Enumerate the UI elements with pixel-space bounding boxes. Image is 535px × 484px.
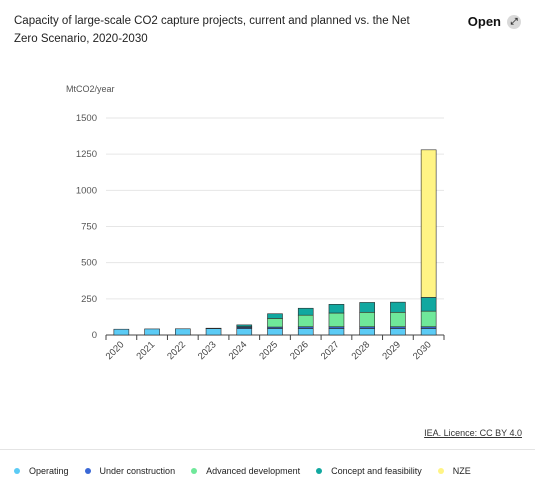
y-tick-label: 750 — [81, 222, 97, 233]
bar-segment-concept-and-feasibility — [390, 301, 406, 313]
y-tick-label: 1000 — [76, 185, 97, 196]
bar-segment-advanced-development — [420, 310, 437, 328]
bar-segment-concept-and-feasibility — [236, 324, 253, 327]
x-tick-label: 2027 — [319, 339, 342, 362]
legend-label: NZE — [452, 466, 471, 476]
bar-segment-operating — [328, 328, 345, 336]
bar-segment-operating — [205, 328, 222, 336]
bar-segment-concept-and-feasibility — [420, 297, 437, 312]
x-tick-label: 2023 — [196, 339, 219, 362]
bar-segment-concept-and-feasibility — [297, 307, 314, 316]
x-tick-label: 2021 — [134, 339, 157, 362]
x-tick-label: 2028 — [350, 339, 373, 362]
legend-item[interactable]: Advanced development — [191, 466, 300, 476]
bar-segment-operating — [420, 328, 437, 336]
bar-segment-operating — [144, 328, 160, 336]
x-tick-label: 2022 — [165, 339, 188, 362]
legend-label: Advanced development — [206, 466, 301, 476]
legend-label: Under construction — [99, 466, 176, 476]
legend-swatch — [191, 468, 198, 474]
chart-title: Capacity of large-scale CO2 capture proj… — [14, 15, 410, 45]
legend-item[interactable]: Under construction — [84, 466, 176, 476]
legend-label: Operating — [29, 466, 69, 476]
legend-label: Concept and feasibility — [331, 466, 422, 476]
legend-swatch — [316, 468, 323, 474]
open-button-label: Open — [467, 14, 501, 29]
bar-segment-operating — [113, 328, 130, 336]
bar-segment-under-construction — [205, 327, 222, 330]
footer-divider — [0, 449, 535, 450]
bar-segment-advanced-development — [267, 318, 283, 328]
y-axis-label: MtCO2/year — [66, 84, 115, 94]
y-tick-label: 0 — [92, 330, 97, 341]
legend-item[interactable]: Concept and feasibility — [316, 466, 422, 476]
bar-segment-operating — [297, 328, 314, 336]
bar-segment-concept-and-feasibility — [267, 313, 283, 319]
bar-segment-nze — [420, 149, 437, 298]
y-tick-label: 500 — [81, 258, 97, 269]
licence-link[interactable]: IEA. Licence: CC BY 4.0 — [424, 428, 522, 438]
bar-segment-advanced-development — [359, 311, 375, 328]
y-tick-label: 1250 — [76, 149, 97, 160]
x-tick-label: 2026 — [288, 339, 311, 362]
bar-segment-operating — [359, 328, 375, 336]
bar-segment-operating — [236, 328, 253, 336]
legend-swatch — [14, 468, 20, 474]
y-tick-label: 250 — [81, 294, 97, 305]
bar-segment-advanced-development — [297, 314, 314, 328]
x-tick-label: 2030 — [411, 339, 434, 362]
legend-item[interactable]: NZE — [437, 466, 471, 476]
expand-arrow-icon: ⤢ — [507, 14, 521, 29]
legend-swatch — [437, 468, 444, 474]
bar-segment-concept-and-feasibility — [359, 302, 375, 313]
bar-segment-advanced-development — [328, 312, 345, 328]
x-tick-label: 2029 — [380, 339, 403, 362]
x-tick-label: 2025 — [257, 339, 280, 362]
bar-segment-operating — [175, 328, 191, 336]
y-tick-label: 1500 — [76, 113, 97, 124]
bar-segment-operating — [267, 328, 283, 336]
x-tick-label: 2020 — [104, 339, 127, 362]
chart-legend: Operating Under construction Advanced deve… — [14, 466, 487, 476]
x-tick-label: 2024 — [227, 339, 250, 362]
bar-segment-operating — [390, 328, 406, 336]
legend-swatch — [84, 468, 91, 474]
open-button[interactable]: Open ⤢ — [468, 14, 521, 29]
bar-chart: 0 250 500 750 1000 1250 1500 2020 2021 2022 2023 20… — [76, 113, 445, 362]
bar-segment-concept-and-feasibility — [328, 304, 345, 314]
legend-item[interactable]: Operating — [14, 466, 69, 476]
bar-segment-advanced-development — [390, 311, 406, 328]
